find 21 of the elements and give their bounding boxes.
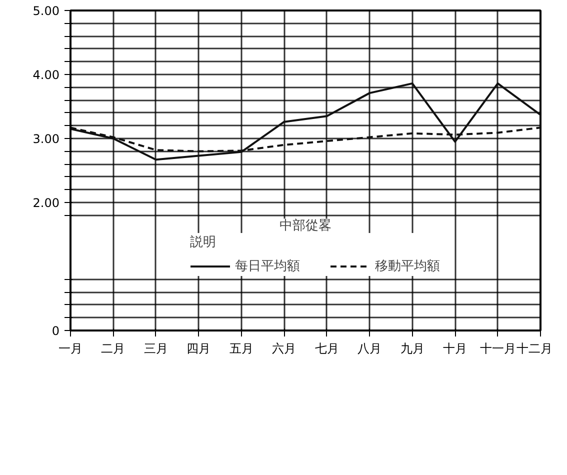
x-tick-label: 五月 xyxy=(229,342,254,356)
x-tick-label: 七月 xyxy=(314,342,339,356)
y-tick-label: 0 xyxy=(52,324,60,338)
legend-label: 每日平均額 xyxy=(235,258,300,275)
x-tick-label: 十二月 xyxy=(516,342,552,356)
annotation: 中部從畧 xyxy=(280,218,332,234)
x-tick-label: 一月 xyxy=(58,342,82,356)
x-tick-label: 二月 xyxy=(101,342,126,356)
x-tick-label: 六月 xyxy=(272,342,296,356)
x-tick-label: 八月 xyxy=(358,342,382,356)
x-tick-label: 九月 xyxy=(400,342,424,356)
legend-title: 説明 xyxy=(190,234,217,251)
legend-label: 移動平均額 xyxy=(375,258,440,275)
y-tick-label: 4.00 xyxy=(32,68,60,82)
x-tick-label: 三月 xyxy=(144,342,168,356)
y-tick-label: 2.00 xyxy=(32,196,60,210)
y-tick-label: 3.00 xyxy=(32,132,60,146)
x-tick-label: 十月 xyxy=(443,342,468,356)
x-tick-label: 十一月 xyxy=(480,342,516,356)
y-tick-label: 5.00 xyxy=(32,4,60,18)
x-tick-label: 四月 xyxy=(186,342,211,356)
